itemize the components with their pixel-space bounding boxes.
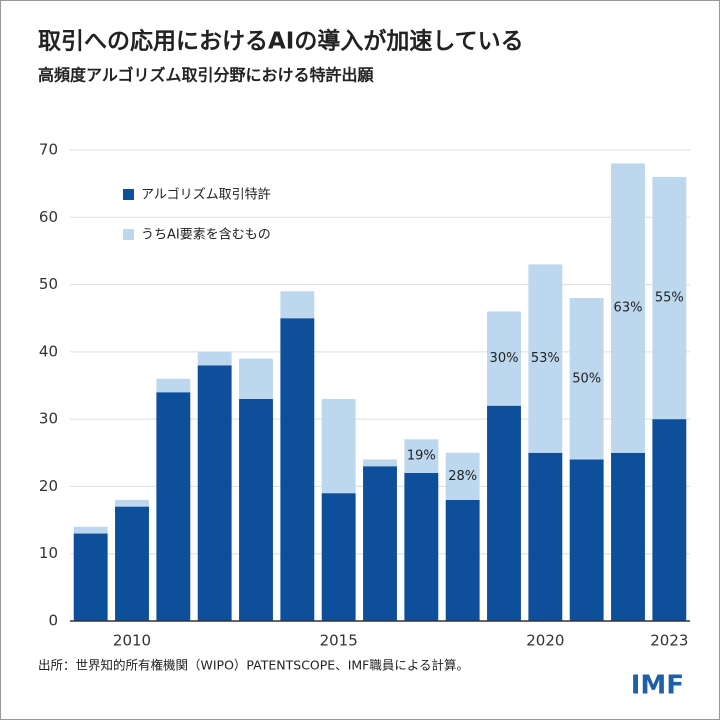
- legend-swatch: [123, 189, 134, 200]
- bar-segment: [321, 398, 356, 494]
- bar-segment: [569, 459, 604, 621]
- bar-segment: [280, 318, 315, 621]
- legend-swatch: [123, 229, 134, 240]
- logo: IMF: [631, 671, 684, 701]
- bar-segment: [156, 392, 191, 621]
- bar-segment: [239, 358, 273, 399]
- y-tick-label: 70: [39, 141, 58, 159]
- share-label: 30%: [490, 351, 519, 366]
- y-tick-label: 60: [39, 208, 58, 226]
- y-tick-label: 50: [39, 275, 58, 293]
- bar-segment: [239, 398, 273, 621]
- y-tick-label: 0: [48, 612, 58, 630]
- share-label: 50%: [572, 371, 601, 386]
- x-tick-label: 2010: [113, 632, 151, 650]
- bar-segment: [115, 506, 149, 621]
- bar-segment: [73, 526, 108, 534]
- bar-segment: [652, 419, 687, 621]
- bar-segment: [528, 264, 563, 453]
- bar-segment: [569, 298, 604, 460]
- share-label: 55%: [655, 291, 684, 306]
- bar-segment: [487, 405, 521, 621]
- bar-segment: [73, 533, 108, 621]
- bar-segment: [611, 452, 645, 621]
- y-tick-label: 40: [39, 342, 58, 360]
- bar-segment: [197, 351, 232, 366]
- bar-segment: [528, 452, 563, 621]
- source-note: 出所：世界知的所有権機関（WIPO）PATENTSCOPE、IMF職員による計算…: [38, 658, 469, 673]
- bar-segment: [115, 499, 149, 507]
- x-tick-label: 2015: [320, 632, 358, 650]
- bar-segment: [611, 163, 645, 453]
- share-label: 28%: [448, 469, 477, 484]
- chart-subtitle: 高頻度アルゴリズム取引分野における特許出願: [38, 66, 375, 85]
- bar-segment: [404, 472, 439, 621]
- x-tick-label: 2020: [526, 632, 564, 650]
- legend-label: うちAI要素を含むもの: [141, 227, 271, 243]
- legend-label: アルゴリズム取引特許: [141, 187, 271, 203]
- share-label: 19%: [407, 449, 436, 464]
- bar-segment: [445, 452, 480, 500]
- bar-segment: [487, 311, 521, 406]
- y-tick-label: 20: [39, 477, 58, 495]
- bar-segment: [156, 378, 191, 393]
- bar-segment: [280, 291, 315, 319]
- y-tick-label: 30: [39, 410, 58, 428]
- bar-segment: [445, 499, 480, 621]
- bar-segment: [404, 439, 439, 473]
- share-label: 63%: [614, 301, 643, 316]
- y-tick-label: 10: [39, 544, 58, 562]
- bar-segment: [197, 365, 232, 621]
- x-tick-label: 2023: [650, 632, 688, 650]
- bar-segment: [363, 466, 397, 621]
- chart-title: 取引への応用におけるAIの導入が加速している: [38, 28, 524, 55]
- share-label: 53%: [531, 351, 560, 366]
- bar-segment: [652, 176, 687, 420]
- bar-segment: [321, 493, 356, 621]
- bar-segment: [363, 459, 397, 467]
